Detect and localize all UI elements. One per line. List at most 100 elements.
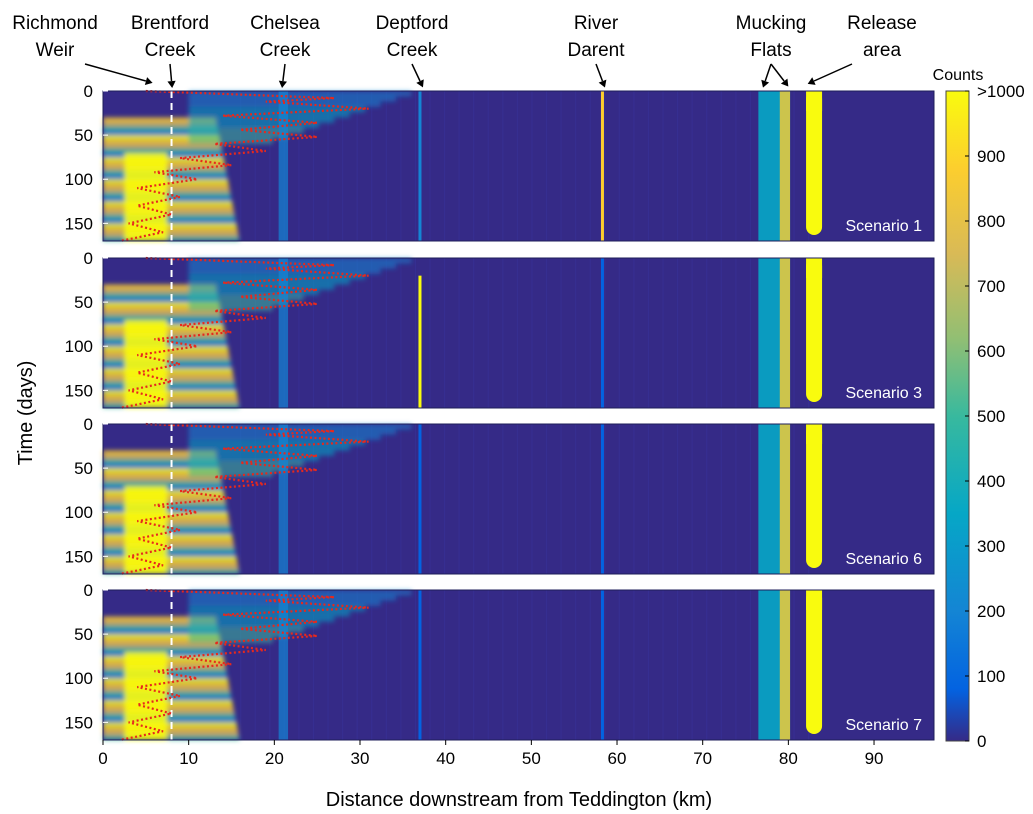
texture-stripe bbox=[240, 424, 242, 574]
location-arrow-shaft bbox=[813, 63, 853, 82]
accumulation-row bbox=[103, 543, 235, 548]
spread-row bbox=[188, 106, 366, 113]
spread-row bbox=[188, 445, 350, 451]
texture-stripe bbox=[560, 424, 562, 574]
texture-stripe bbox=[720, 258, 722, 408]
texture-stripe bbox=[342, 590, 344, 740]
accumulation-row bbox=[103, 638, 221, 643]
texture-stripe bbox=[400, 590, 402, 740]
location-label-line2: Weir bbox=[36, 40, 75, 61]
accumulation-row bbox=[103, 538, 234, 544]
accumulation-row bbox=[103, 121, 217, 127]
texture-stripe bbox=[502, 590, 504, 740]
texture-stripe bbox=[545, 590, 548, 740]
accumulation-row bbox=[103, 642, 222, 648]
colorbar-tick-label: 900 bbox=[977, 147, 1005, 166]
x-tick-label: 20 bbox=[265, 749, 284, 768]
texture-stripe bbox=[676, 590, 679, 740]
location-label-line2: Creek bbox=[145, 40, 196, 61]
texture-stripe bbox=[400, 91, 402, 241]
texture-stripe bbox=[414, 91, 417, 241]
texture-stripe bbox=[371, 258, 373, 408]
texture-stripe bbox=[516, 91, 518, 241]
texture-stripe bbox=[575, 91, 577, 241]
texture-stripe bbox=[356, 91, 358, 241]
texture-stripe bbox=[429, 91, 431, 241]
location-6: Mucking Flats bbox=[736, 13, 806, 88]
y-tick-label: 50 bbox=[74, 293, 93, 312]
texture-stripe bbox=[473, 258, 475, 408]
y-tick-label: 150 bbox=[65, 381, 93, 400]
texture-stripe bbox=[589, 590, 591, 740]
colorbar-tick-label: 700 bbox=[977, 277, 1005, 296]
texture-stripe bbox=[312, 91, 315, 241]
texture-stripe bbox=[633, 590, 635, 740]
texture-stripe bbox=[298, 590, 300, 740]
location-2: Brentford Creek bbox=[131, 13, 209, 88]
tributary-stripe bbox=[600, 590, 604, 740]
accumulation-row bbox=[103, 218, 236, 224]
accumulation-row bbox=[103, 288, 217, 294]
accumulation-row bbox=[103, 481, 223, 486]
spread-row bbox=[188, 439, 366, 446]
location-arrow-shaft bbox=[764, 63, 772, 82]
texture-stripe bbox=[342, 258, 344, 408]
accumulation-row bbox=[103, 399, 239, 404]
accumulation-row bbox=[103, 117, 217, 122]
texture-stripe bbox=[385, 91, 387, 241]
texture-stripe bbox=[240, 91, 242, 241]
location-arrow-head bbox=[278, 80, 287, 88]
texture-stripe bbox=[618, 590, 620, 740]
y-tick-label: 150 bbox=[65, 713, 93, 732]
texture-stripe bbox=[516, 590, 518, 740]
texture-stripe bbox=[487, 258, 489, 408]
spread-row bbox=[188, 289, 319, 296]
texture-stripe bbox=[385, 590, 387, 740]
accumulation-row bbox=[103, 534, 233, 539]
colorbar-tick-label: 0 bbox=[977, 732, 986, 751]
texture-stripe bbox=[531, 590, 533, 740]
location-arrow-shaft bbox=[595, 63, 604, 82]
texture-stripe bbox=[735, 258, 737, 408]
x-axis-label: Distance downstream from Teddington (km) bbox=[326, 789, 712, 811]
texture-stripe bbox=[400, 424, 402, 574]
texture-stripe bbox=[589, 91, 591, 241]
texture-stripe bbox=[735, 424, 737, 574]
spread-row bbox=[188, 429, 396, 435]
texture-stripe bbox=[749, 91, 752, 241]
texture-stripe bbox=[647, 91, 650, 241]
texture-stripe bbox=[560, 590, 562, 740]
y-tick-label: 50 bbox=[74, 459, 93, 478]
accumulation-row bbox=[103, 377, 235, 382]
texture-stripe bbox=[458, 424, 460, 574]
tributary-stripe bbox=[418, 424, 422, 574]
texture-stripe bbox=[312, 258, 315, 408]
spread-row bbox=[188, 273, 366, 280]
y-tick-label: 150 bbox=[65, 214, 93, 233]
texture-stripe bbox=[487, 91, 489, 241]
texture-stripe bbox=[735, 91, 737, 241]
texture-stripe bbox=[443, 91, 446, 241]
release-area-column bbox=[806, 590, 823, 734]
accumulation-row bbox=[103, 556, 237, 561]
spread-row bbox=[188, 91, 412, 97]
panel-4: 0 50 100 150 Scenario 7 bbox=[65, 581, 935, 742]
accumulation-row bbox=[103, 565, 239, 570]
texture-stripe bbox=[240, 590, 242, 740]
accumulation-row bbox=[103, 722, 237, 727]
x-tick-label: 30 bbox=[351, 749, 370, 768]
spread-row bbox=[188, 112, 350, 118]
texture-stripe bbox=[720, 590, 722, 740]
x-axis: 0 10 20 30 40 50 60 70 80 90 bbox=[98, 740, 883, 768]
texture-stripe bbox=[575, 258, 577, 408]
panel-frame bbox=[102, 423, 935, 575]
location-arrow-head bbox=[416, 79, 424, 88]
texture-stripe bbox=[458, 590, 460, 740]
spread-row bbox=[188, 632, 289, 638]
texture-stripe bbox=[414, 424, 417, 574]
mucking-flats-hotspot bbox=[779, 91, 791, 241]
texture-stripe bbox=[473, 91, 475, 241]
accumulation-row bbox=[103, 227, 238, 233]
texture-stripe bbox=[793, 258, 795, 408]
texture-stripe bbox=[240, 258, 242, 408]
